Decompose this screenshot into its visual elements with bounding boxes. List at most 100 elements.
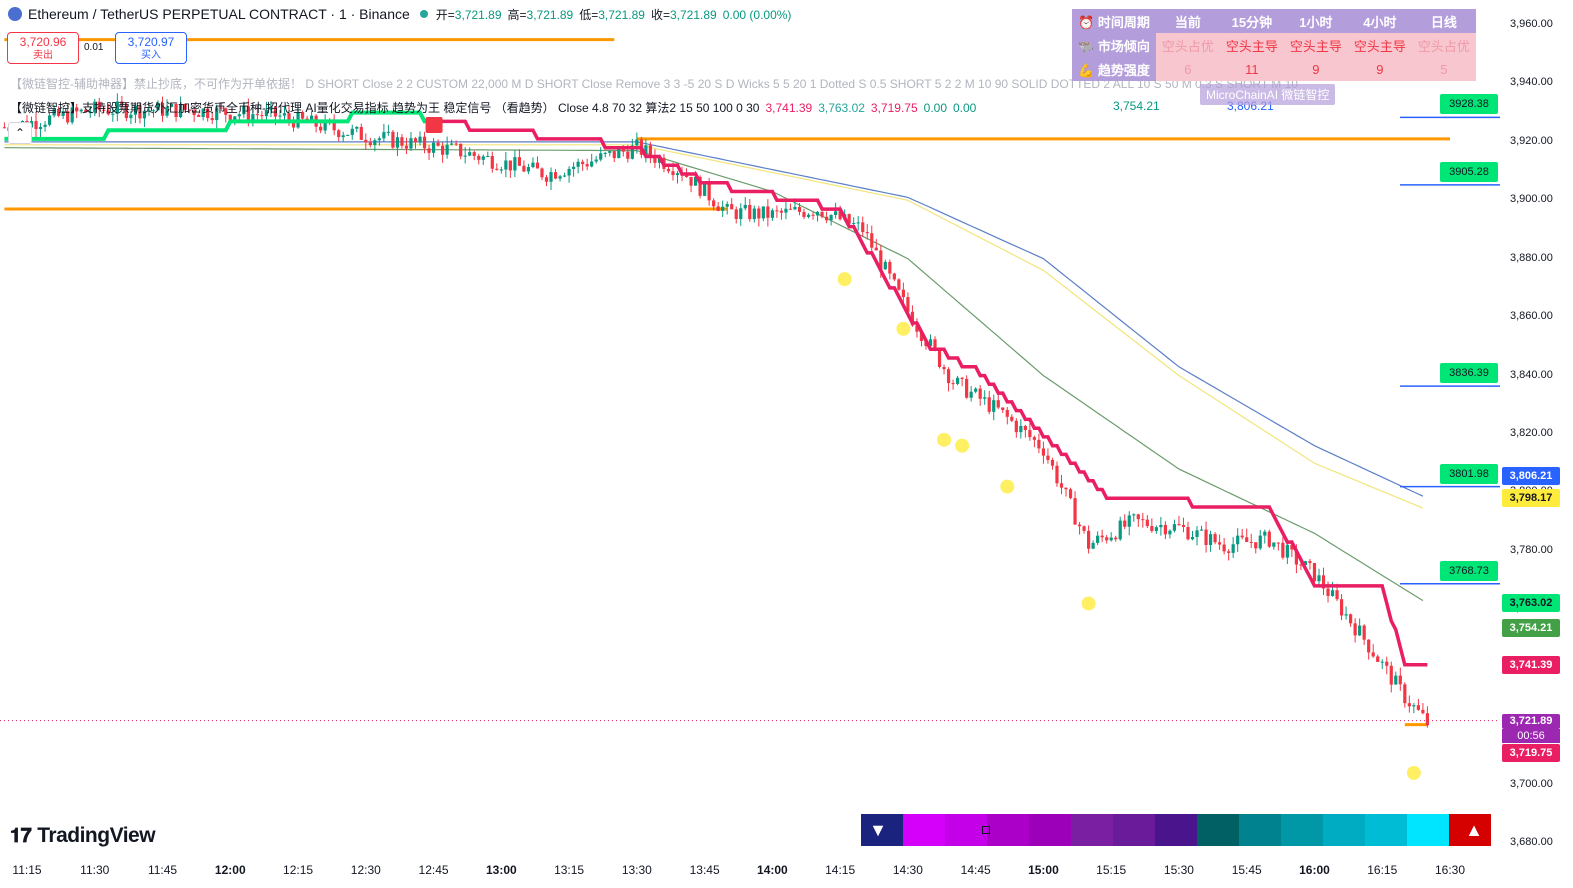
candle-body (481, 156, 485, 160)
candle-body (1019, 425, 1023, 433)
candle-body (725, 204, 729, 207)
candle-body (341, 135, 345, 138)
candle-body (84, 109, 88, 113)
sell-price: 3,720.96 (19, 35, 67, 49)
candle-body (928, 339, 933, 347)
candle-body (1186, 526, 1190, 540)
candle-body (1037, 439, 1041, 449)
candle-body (612, 151, 616, 159)
candle-body (368, 142, 372, 146)
collapse-legend-button[interactable]: ⌃ (8, 122, 32, 144)
candle-body (1371, 652, 1375, 657)
candle-body (93, 101, 97, 113)
candle-body (1358, 625, 1362, 636)
time-tick-label: 13:45 (689, 863, 720, 877)
candle-body (129, 114, 133, 119)
time-tick-label: 12:00 (214, 863, 246, 877)
candle-body (160, 102, 165, 116)
time-tick-label: 12:30 (350, 863, 381, 877)
candle-body (1267, 531, 1271, 547)
candle-body (70, 107, 74, 123)
candle-body (540, 168, 544, 178)
candle-body (1272, 542, 1276, 547)
candle-body (594, 159, 598, 162)
candle-body (1005, 409, 1009, 417)
time-tick-label: 15:15 (1096, 863, 1127, 877)
candle-body (590, 161, 594, 167)
candle-body (373, 140, 377, 146)
candle-body (626, 151, 630, 159)
candle-body (703, 182, 707, 196)
sell-button[interactable]: 3,720.96 卖出 (7, 32, 79, 64)
candle-body (748, 204, 752, 220)
candle-body (1172, 524, 1177, 531)
price-tick-label: 3,860.00 (1510, 310, 1553, 323)
candle-body (562, 175, 567, 177)
table-cell: 6 (1155, 57, 1220, 81)
target-level-label: 3768.73 (1440, 560, 1498, 581)
tradingview-logo[interactable]: 𝟏𝟕 TradingView (10, 824, 156, 848)
target-level-label: 3928.38 (1440, 94, 1498, 115)
candle-body (1136, 514, 1140, 520)
candle-body (1421, 709, 1425, 714)
candle-body (644, 145, 648, 155)
buy-button[interactable]: 3,720.97 买入 (115, 32, 187, 64)
candle-body (350, 128, 354, 135)
candle-body (987, 397, 991, 412)
price-tick-label: 3,680.00 (1510, 836, 1553, 848)
candle-body (1091, 542, 1095, 549)
price-label-pink: 3,741.39 (1502, 656, 1560, 674)
up-arrow-icon[interactable]: ▲ (1457, 814, 1491, 846)
candle-body (1014, 420, 1018, 433)
candle-body (1281, 542, 1285, 558)
flexed-arm-icon: 💪 (1078, 62, 1095, 78)
candle-body (215, 107, 219, 121)
price-label-green: 3,763.02 (1502, 594, 1560, 612)
table-cell: 空头主导 (1219, 33, 1284, 57)
candle-body (1141, 519, 1145, 521)
ethereum-icon (8, 7, 22, 21)
candle-body (477, 155, 481, 160)
signal-dot (837, 272, 852, 287)
candle-body (802, 211, 806, 217)
candle-body (1077, 524, 1082, 527)
candle-body (377, 138, 381, 141)
moving-average-line (4, 141, 1424, 497)
candle-body (34, 120, 38, 130)
candle-body (1389, 665, 1393, 685)
indicator-legend-2[interactable]: 【微链智控】支持股票期货外汇加密货币全币种-招代理 AI量化交易指标 趋势为王 … (10, 99, 976, 116)
candle-body (553, 172, 558, 179)
bar-countdown: 00:56 (1502, 729, 1560, 743)
candle-body (1403, 684, 1407, 704)
candle-body (418, 136, 422, 143)
symbol-title[interactable]: Ethereum / TetherUS PERPETUAL CONTRACT ·… (28, 6, 410, 22)
candle-body (965, 378, 969, 398)
candle-body (386, 131, 390, 133)
indicator-legend-1[interactable]: 【微链智控-辅助神器】禁止抄底，不可作为开单依据！ D SHORT Close … (10, 77, 1298, 91)
candle-body (224, 108, 228, 115)
table-header-label: 时间周期 (1097, 14, 1150, 30)
candle-body (1154, 527, 1158, 531)
candle-body (206, 108, 210, 119)
candle-body (178, 103, 183, 118)
table-cell: 空头占优 (1411, 33, 1476, 57)
candle-body (1425, 713, 1430, 726)
time-tick-label: 12:15 (283, 863, 314, 877)
square-marker-icon (982, 826, 990, 834)
time-tick-label: 16:15 (1367, 863, 1398, 877)
down-arrow-icon[interactable]: ▼ (861, 814, 895, 846)
candle-body (174, 103, 178, 118)
candle-body (1032, 437, 1036, 440)
table-cell: 9 (1347, 57, 1412, 81)
candle-body (617, 149, 621, 159)
candle-body (251, 114, 255, 121)
moving-average-line (4, 147, 1424, 602)
candle-body (269, 106, 273, 110)
candle-body (300, 112, 305, 119)
candle-body (382, 132, 386, 139)
candle-body (1236, 535, 1240, 545)
candle-body (66, 111, 70, 123)
candle-body (585, 164, 589, 167)
candle-body (441, 145, 445, 155)
